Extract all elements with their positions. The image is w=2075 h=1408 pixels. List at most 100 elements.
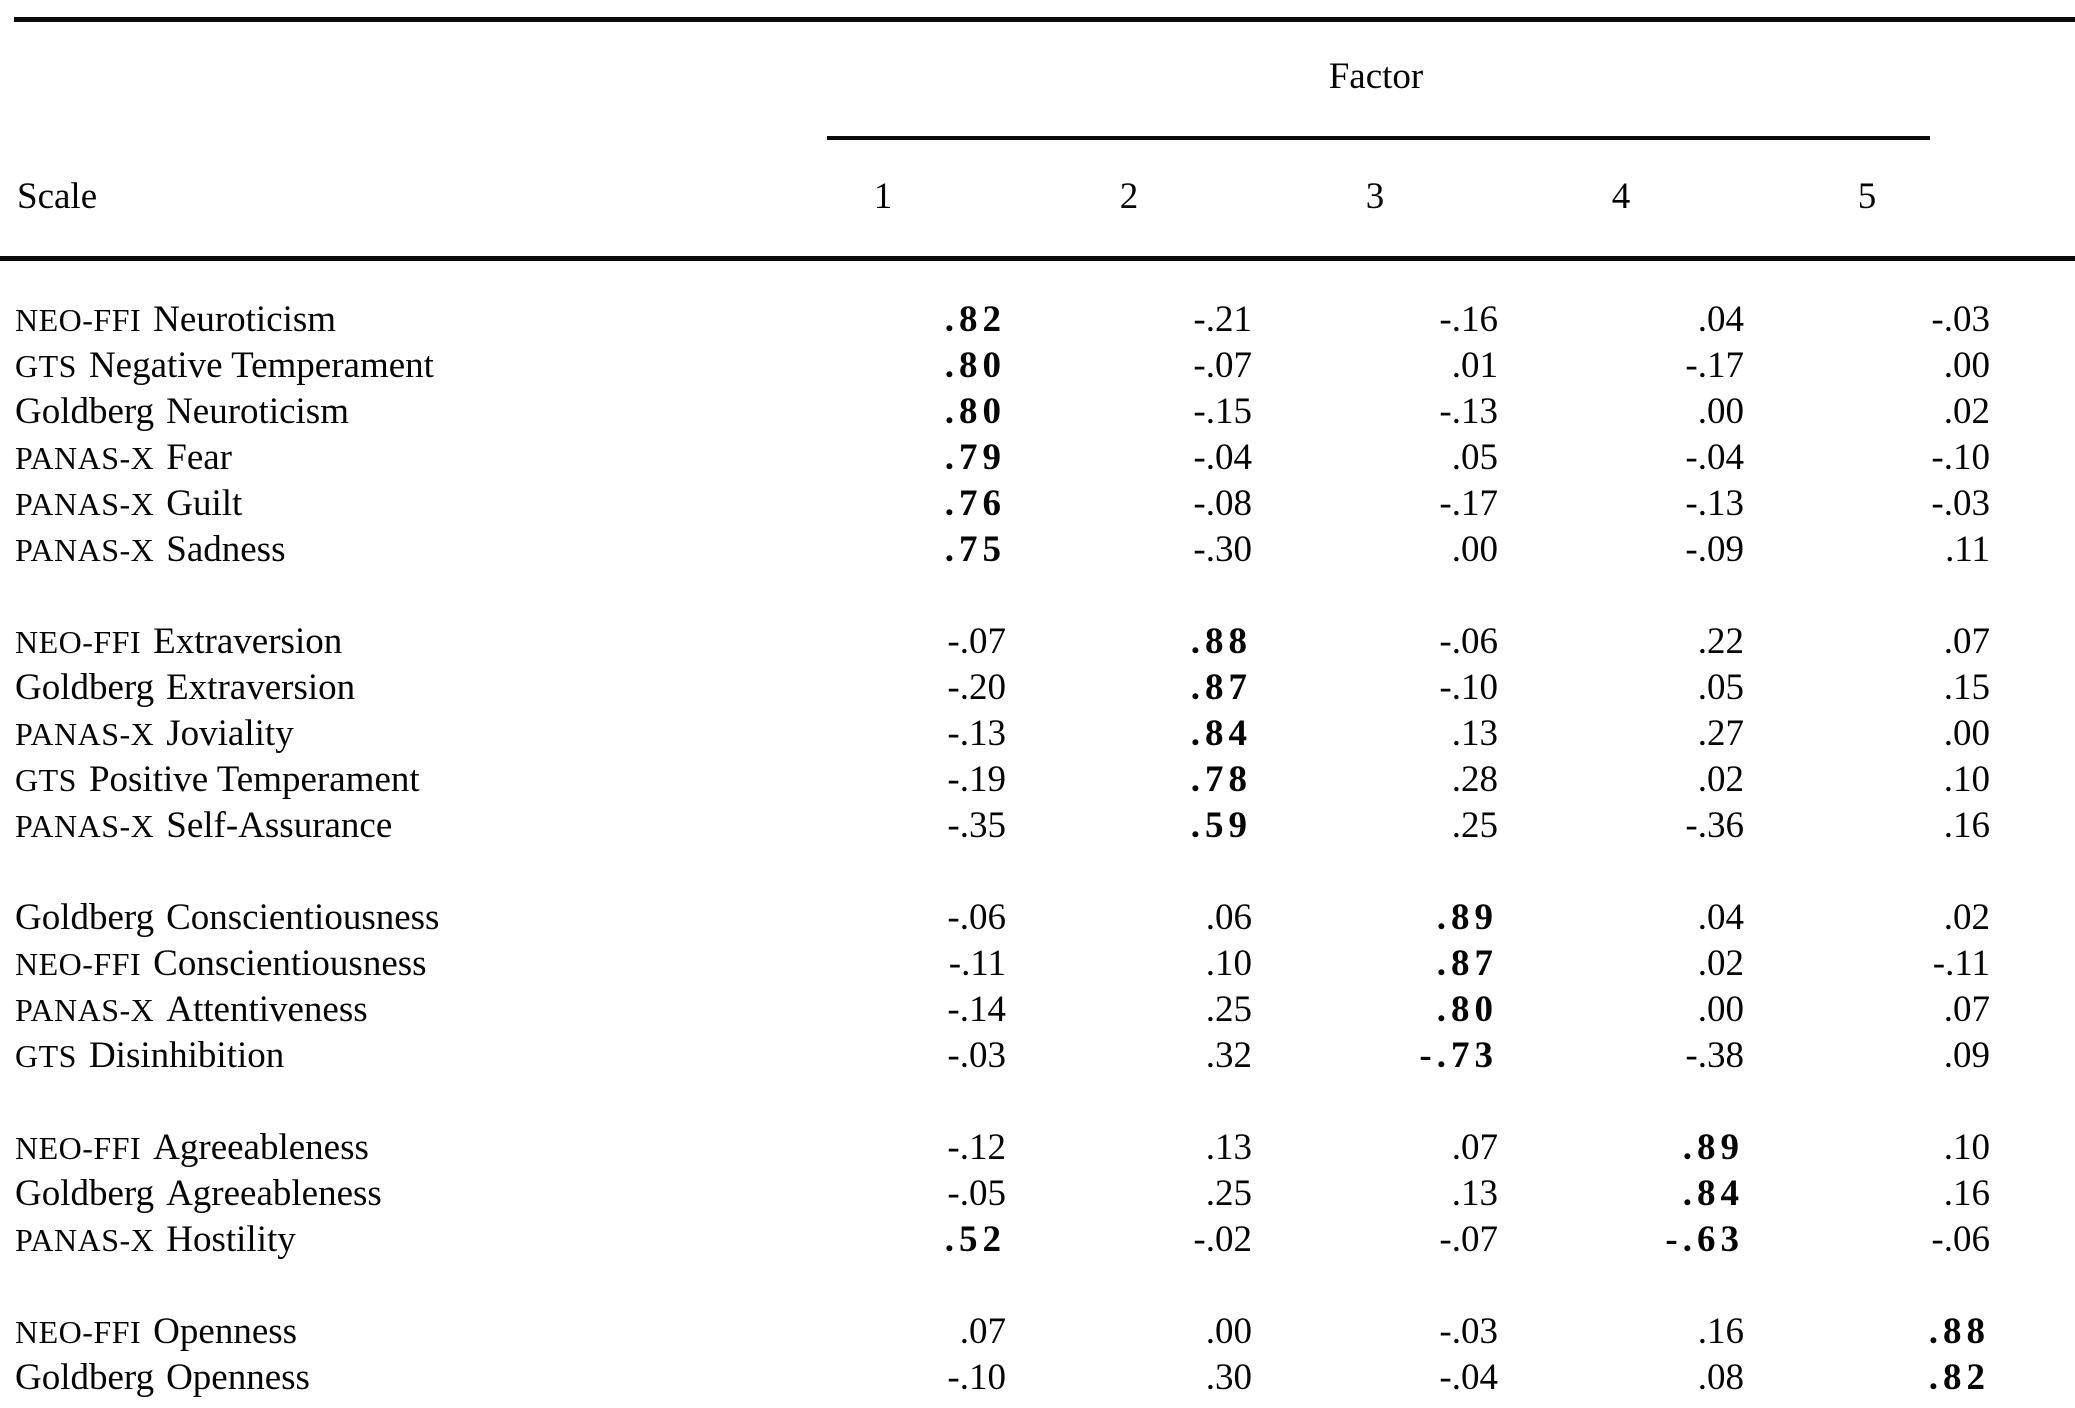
loading-cell: .07	[1943, 621, 1990, 662]
loading-cell: -.20	[947, 667, 1006, 708]
loading-cell: .89	[1682, 1127, 1744, 1168]
factor-loadings-table: NEO-FFI Neuroticism .82 -.21 -.16 .04 -.03 GTS N…	[15, 297, 1990, 1401]
loading-cell: -.16	[1439, 299, 1498, 340]
table-row: PANAS-X Hostility .52 -.02 -.07 -.63 -.06	[15, 1217, 1990, 1263]
loading-cell: .13	[1205, 1127, 1252, 1168]
scale-label: PANAS-X Hostility	[15, 1217, 760, 1263]
loading-cell: .75	[944, 529, 1006, 570]
table-row: Goldberg Conscientiousness -.06 .06 .89 .04 .0…	[15, 895, 1990, 941]
scale-prefix: PANAS-X	[15, 992, 155, 1028]
scale-label: NEO-FFI Agreeableness	[15, 1125, 760, 1171]
loading-cell: -.09	[1685, 529, 1744, 570]
loading-cell: .00	[1205, 1311, 1252, 1352]
scale-label: PANAS-X Joviality	[15, 711, 760, 757]
table-row: PANAS-X Attentiveness -.14 .25 .80 .00 .07	[15, 987, 1990, 1033]
factor-header: Factor	[1328, 56, 1424, 97]
loading-cell: -.10	[947, 1357, 1006, 1398]
scale-prefix: NEO-FFI	[15, 624, 142, 660]
scale-prefix: NEO-FFI	[15, 1130, 142, 1166]
scale-label: PANAS-X Self-Assurance	[15, 803, 760, 849]
loading-cell: -.10	[1931, 437, 1990, 478]
scale-prefix: Goldberg	[15, 391, 155, 432]
scale-label: Goldberg Neuroticism	[15, 389, 760, 435]
scale-label: Goldberg Openness	[15, 1355, 760, 1401]
loading-cell: -.11	[1932, 943, 1990, 984]
loading-cell: .06	[1205, 897, 1252, 938]
loading-cell: .28	[1451, 759, 1498, 800]
loading-cell: .32	[1205, 1035, 1252, 1076]
loading-cell: -.06	[1439, 621, 1498, 662]
loading-cell: .13	[1451, 1173, 1498, 1214]
scale-name: Guilt	[166, 483, 243, 524]
loading-cell: .25	[1205, 989, 1252, 1030]
top-rule	[14, 17, 2075, 22]
table-row: NEO-FFI Openness .07 .00 -.03 .16 .88	[15, 1309, 1990, 1355]
table-row: Goldberg Agreeableness -.05 .25 .13 .84 .16	[15, 1171, 1990, 1217]
loading-cell: .04	[1697, 897, 1744, 938]
scale-prefix: GTS	[15, 1038, 77, 1074]
loading-cell: -.07	[1439, 1219, 1498, 1260]
scale-name: Hostility	[166, 1219, 296, 1260]
loading-cell: .11	[1945, 529, 1990, 570]
loading-cell: .15	[1943, 667, 1990, 708]
scale-label: PANAS-X Guilt	[15, 481, 760, 527]
scale-prefix: PANAS-X	[15, 532, 155, 568]
scale-label: PANAS-X Sadness	[15, 527, 760, 573]
table-row: GTS Negative Temperament .80 -.07 .01 -.17 .00	[15, 343, 1990, 389]
scale-name: Positive Temperament	[88, 759, 420, 800]
factor-underline	[827, 136, 1930, 140]
scale-label: NEO-FFI Neuroticism	[15, 297, 760, 343]
loading-cell: -.15	[1193, 391, 1252, 432]
scale-label: NEO-FFI Openness	[15, 1309, 760, 1355]
scale-name: Openness	[153, 1311, 298, 1352]
loading-cell: -.04	[1439, 1357, 1498, 1398]
loading-cell: -.08	[1193, 483, 1252, 524]
loading-cell: .00	[1697, 989, 1744, 1030]
scale-prefix: PANAS-X	[15, 716, 155, 752]
factor-column-header: 1	[873, 176, 893, 217]
factor-column-header: 5	[1857, 176, 1877, 217]
loading-cell: .80	[944, 391, 1006, 432]
loading-cell: .84	[1682, 1173, 1744, 1214]
loading-cell: .84	[1190, 713, 1252, 754]
loading-cell: -.36	[1685, 805, 1744, 846]
scale-label: PANAS-X Fear	[15, 435, 760, 481]
loading-cell: .07	[1451, 1127, 1498, 1168]
loading-cell: -.03	[1439, 1311, 1498, 1352]
loading-cell: .88	[1190, 621, 1252, 662]
factor-column-header: 2	[1119, 176, 1139, 217]
loading-cell: -.14	[947, 989, 1006, 1030]
scale-prefix: PANAS-X	[15, 1222, 155, 1258]
loading-cell: .00	[1697, 391, 1744, 432]
scale-label: Goldberg Extraversion	[15, 665, 760, 711]
scale-prefix: GTS	[15, 348, 77, 384]
scale-label: NEO-FFI Extraversion	[15, 619, 760, 665]
loading-cell: .80	[1436, 989, 1498, 1030]
loading-cell: .52	[944, 1219, 1006, 1260]
scale-label: GTS Positive Temperament	[15, 757, 760, 803]
loading-cell: -.13	[1685, 483, 1744, 524]
loading-cell: .09	[1943, 1035, 1990, 1076]
scale-name: Joviality	[166, 713, 294, 754]
loading-cell: -.19	[947, 759, 1006, 800]
loading-cell: .88	[1928, 1311, 1990, 1352]
loading-cell: .00	[1943, 345, 1990, 386]
factor-column-header: 3	[1365, 176, 1385, 217]
scale-name: Conscientiousness	[166, 897, 440, 938]
scale-column-header: Scale	[17, 176, 98, 217]
scale-label: GTS Disinhibition	[15, 1033, 760, 1079]
loading-cell: -.63	[1665, 1219, 1744, 1260]
loading-cell: -.04	[1193, 437, 1252, 478]
group-spacer	[15, 573, 1990, 619]
loading-cell: -.07	[947, 621, 1006, 662]
group-spacer	[15, 1263, 1990, 1309]
loading-cell: .04	[1697, 299, 1744, 340]
scale-label: Goldberg Conscientiousness	[15, 895, 760, 941]
loading-cell: -.73	[1419, 1035, 1498, 1076]
scale-name: Extraversion	[153, 621, 343, 662]
scale-prefix: Goldberg	[15, 1173, 155, 1214]
header-body-rule	[0, 256, 2075, 261]
loading-cell: .02	[1697, 759, 1744, 800]
loading-cell: .27	[1697, 713, 1744, 754]
scale-name: Fear	[166, 437, 232, 478]
